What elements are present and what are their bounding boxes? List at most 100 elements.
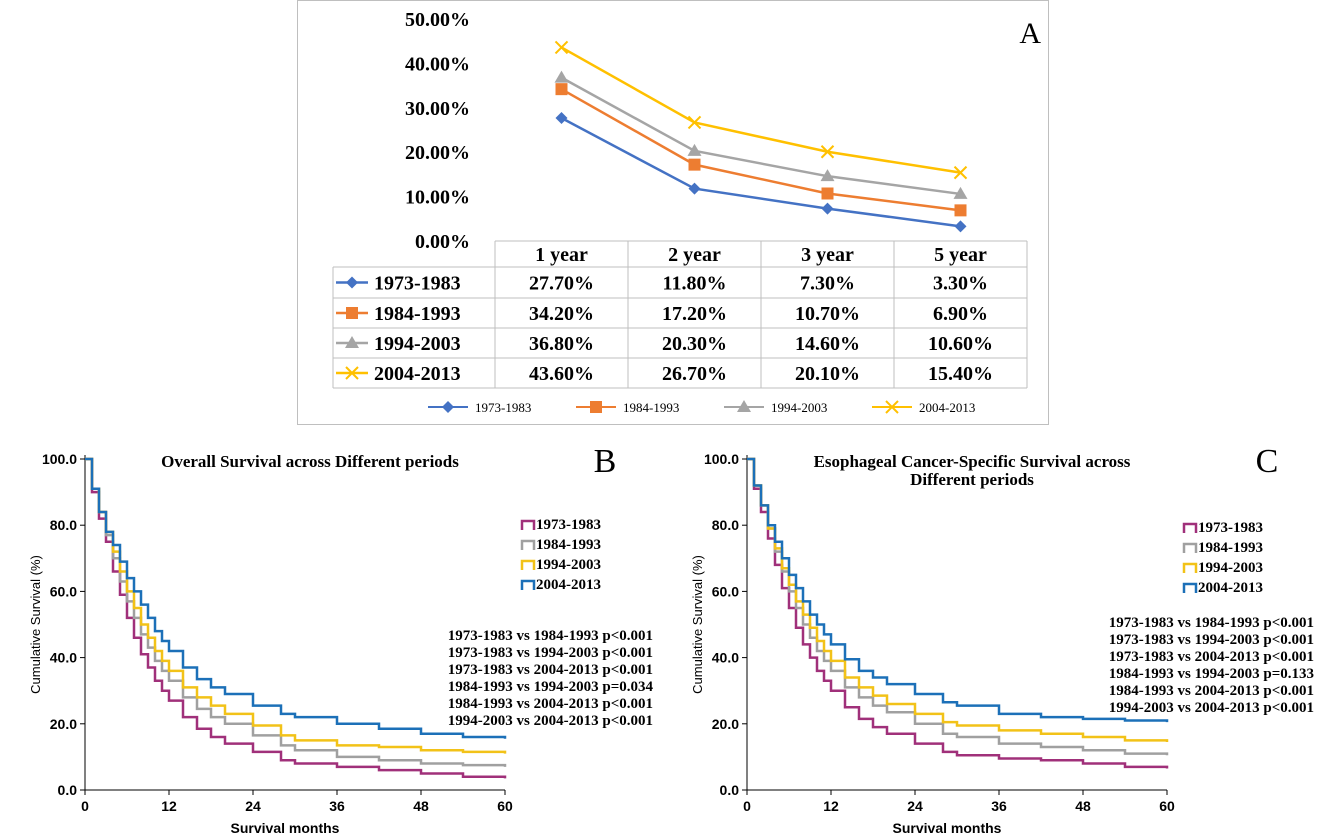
- legend-label: 1973-1983: [1198, 520, 1263, 536]
- legend-marker: [737, 400, 751, 412]
- data-point-marker: [820, 145, 835, 159]
- panel-label-c: C: [1256, 443, 1279, 480]
- data-point-marker: [953, 186, 968, 199]
- legend-label: 1973-1983: [475, 400, 531, 415]
- y-tick-label: 60.0: [50, 583, 77, 599]
- legend-swatch: [1182, 582, 1198, 593]
- data-point-marker: [821, 187, 834, 200]
- y-tick-label: 0.00%: [415, 231, 470, 253]
- p-value-annotation: 1984-1993 vs 1994-2003 p=0.034: [448, 679, 654, 695]
- y-tick-label: 60.0: [712, 583, 739, 599]
- survival-curve-1984-1993: [747, 457, 1169, 756]
- data-point-marker: [954, 204, 967, 217]
- panel-c-chart: 0.0 20.0 40.0 60.0 80.0 100.0 0 12 24 36 48 60 Survi…: [690, 443, 1314, 836]
- row-legend-marker: [346, 276, 358, 289]
- legend-label: 1984-1993: [1198, 540, 1263, 556]
- x-tick-label: 60: [497, 798, 513, 814]
- y-tick-label: 40.00%: [405, 53, 470, 75]
- panel-label-b: B: [594, 443, 617, 480]
- table-cell: 20.10%: [795, 363, 860, 385]
- table-cell: 10.60%: [928, 333, 993, 355]
- y-tick-label: 100.0: [704, 451, 739, 467]
- legend-label: 1994-2003: [536, 557, 601, 573]
- legend-label: 2004-2013: [919, 400, 975, 415]
- category-header: 2 year: [668, 244, 721, 266]
- survival-curve-2004-2013: [747, 457, 1169, 723]
- legend-swatch: [1182, 562, 1198, 573]
- table-cell: 14.60%: [795, 333, 860, 355]
- panel-label-a: A: [1019, 17, 1041, 50]
- data-point-marker: [687, 115, 702, 130]
- category-header: 1 year: [535, 244, 588, 266]
- legend-label: 2004-2013: [1198, 580, 1263, 596]
- legend-label: 1994-2003: [771, 400, 827, 415]
- legend-label: 1984-1993: [536, 537, 601, 553]
- y-axis-label: Cumulative Survival (%): [690, 555, 705, 694]
- data-point-marker: [554, 70, 569, 83]
- legend-swatch: [520, 579, 536, 590]
- series-line-1973-1983: [560, 116, 961, 228]
- x-tick-label: 12: [161, 798, 177, 814]
- legend-swatch: [1182, 542, 1198, 553]
- marker-stroke: [820, 145, 835, 159]
- y-tick-label: 30.00%: [405, 98, 470, 120]
- row-legend-marker: [345, 366, 359, 380]
- chart-title: Different periods: [910, 470, 1034, 489]
- data-point-marker: [555, 112, 568, 125]
- table-cell: 3.30%: [933, 273, 988, 295]
- y-tick-label: 0.0: [58, 782, 78, 798]
- data-point-marker: [688, 182, 701, 195]
- chart-title: Overall Survival across Different period…: [161, 452, 459, 471]
- panel-a-svg: A 50.00% 40.00% 30.00% 20.00% 10.00% 0.00% 1 ye…: [332, 9, 1041, 415]
- data-table-grid: [332, 240, 1028, 389]
- y-tick-label: 80.0: [712, 517, 739, 533]
- p-value-annotation: 1973-1983 vs 1994-2003 p<0.001: [1109, 632, 1314, 648]
- data-point-marker: [953, 165, 968, 180]
- marker-stroke: [554, 40, 569, 55]
- row-label: 1984-1993: [374, 303, 461, 325]
- category-header: 3 year: [801, 244, 854, 266]
- x-tick-label: 48: [1075, 798, 1091, 814]
- marker-stroke: [885, 400, 899, 414]
- p-value-annotation: 1973-1983 vs 2004-2013 p<0.001: [1109, 649, 1314, 665]
- y-tick-label: 80.0: [50, 517, 77, 533]
- x-tick-label: 0: [81, 798, 89, 814]
- chart-title: Esophageal Cancer-Specific Survival acro…: [814, 452, 1131, 471]
- legend-label: 1973-1983: [536, 517, 601, 533]
- legend-label: 2004-2013: [536, 577, 601, 593]
- row-label: 1973-1983: [374, 273, 461, 295]
- p-value-annotation: 1973-1983 vs 1984-1993 p<0.001: [448, 628, 653, 644]
- table-cell: 6.90%: [933, 303, 988, 325]
- data-point-marker: [820, 169, 835, 182]
- category-header: 5 year: [934, 244, 987, 266]
- data-point-marker: [688, 158, 701, 171]
- legend-marker: [442, 401, 454, 413]
- x-tick-label: 48: [413, 798, 429, 814]
- survival-curve-1994-2003: [85, 457, 507, 754]
- row-label: 2004-2013: [374, 363, 461, 385]
- row-legend-marker: [346, 307, 358, 319]
- row-label: 1994-2003: [374, 333, 461, 355]
- y-tick-label: 40.0: [712, 650, 739, 666]
- y-tick-label: 20.00%: [405, 142, 470, 164]
- p-value-annotation: 1973-1983 vs 2004-2013 p<0.001: [448, 662, 653, 678]
- y-tick-label: 50.00%: [405, 9, 470, 31]
- legend-marker: [590, 401, 602, 413]
- table-cell: 10.70%: [795, 303, 860, 325]
- legend-swatch: [520, 519, 536, 530]
- y-tick-label: 20.0: [50, 716, 77, 732]
- legend-swatch: [520, 539, 536, 550]
- table-cell: 26.70%: [662, 363, 727, 385]
- x-axis-label: Survival months: [231, 820, 340, 836]
- legend-swatch: [1182, 522, 1198, 533]
- marker-stroke: [687, 115, 702, 130]
- panel-a-chart: A 50.00% 40.00% 30.00% 20.00% 10.00% 0.00% 1 ye…: [297, 0, 1049, 425]
- data-point-marker: [555, 83, 568, 96]
- survival-curve-2004-2013: [85, 457, 507, 739]
- panel-b-chart: 0.0 20.0 40.0 60.0 80.0 100.0 0 12 24 36 48 60 Survi…: [28, 443, 654, 836]
- y-tick-label: 0.0: [720, 782, 740, 798]
- table-cell: 11.80%: [663, 273, 727, 295]
- x-tick-label: 0: [743, 798, 751, 814]
- x-tick-label: 36: [329, 798, 345, 814]
- p-value-annotation: 1973-1983 vs 1984-1993 p<0.001: [1109, 615, 1314, 631]
